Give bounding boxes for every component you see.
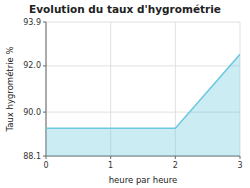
tick-label: 1 (108, 161, 113, 170)
tick-label: 0 (43, 161, 48, 170)
tick-label: 92.0 (23, 61, 41, 70)
axes: 88.1 90.0 92.0 93.9 0 1 2 3 (23, 18, 242, 171)
tick-label: 93.9 (23, 18, 41, 27)
grid (46, 22, 240, 156)
y-axis-label: Taux hygrométrie % (5, 46, 15, 132)
plot-area (46, 54, 240, 156)
x-axis-label: heure par heure (109, 175, 178, 185)
tick-label: 3 (237, 161, 242, 170)
chart-container: 88.1 90.0 92.0 93.9 0 1 2 3 Evolution du taux d'… (0, 0, 250, 188)
area (46, 54, 240, 156)
title: Evolution du taux d'hygrométrie (29, 3, 221, 15)
tick-label: 88.1 (23, 152, 41, 161)
chart: 88.1 90.0 92.0 93.9 0 1 2 3 Evolution du taux d'… (0, 0, 250, 188)
tick-label: 90.0 (23, 108, 41, 117)
grid-line (46, 65, 240, 66)
tick-label: 2 (173, 161, 178, 170)
grid-line (46, 22, 240, 23)
line (46, 54, 240, 128)
